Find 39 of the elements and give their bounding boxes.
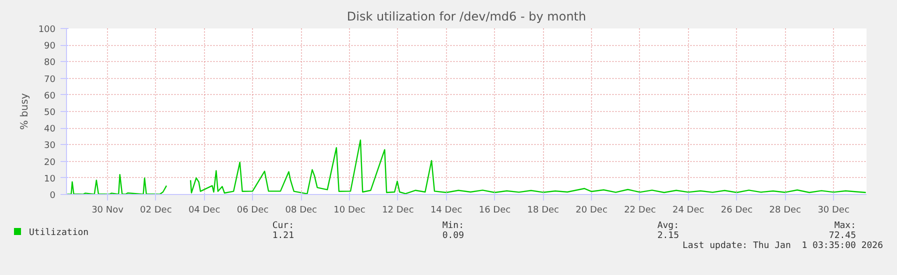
x-tick-label: 14 Dec [430,206,462,216]
text: Min: [442,220,464,231]
x-tick-label: 30 Dec [818,206,850,216]
x-tick-label: 02 Dec [140,206,172,216]
text: Max: [834,220,856,231]
x-tick-label: 20 Dec [576,206,608,216]
y-tick-label: 60 [44,91,56,102]
text: 2.15 [657,230,679,243]
x-tick-label: 04 Dec [188,206,220,216]
x-tick-label: 22 Dec [624,206,656,216]
x-tick-label: 06 Dec [236,206,269,216]
legend-label: Utilization [28,227,89,240]
y-tick-label: 40 [44,124,56,135]
y-tick-label: 10 [44,174,56,184]
y-tick-label: 80 [44,58,56,68]
text: Last update: Thu Jan 1 03:35:00 2026 [682,240,883,253]
chart-title: Disk utilization for /dev/md6 - by month [346,10,586,24]
text: 1.21 [272,230,294,243]
x-tick-label: 24 Dec [672,206,704,216]
x-tick-label: 26 Dec [720,206,753,216]
x-tick-label: 16 Dec [478,206,511,216]
y-tick-label: 90 [44,42,56,52]
x-tick-label: 10 Dec [334,206,366,216]
text: 0.09 [442,230,464,243]
x-tick-label: 30 Nov [92,206,124,216]
x-tick-label: 18 Dec [527,206,560,216]
text: Avg: [657,220,679,231]
x-tick-label: 08 Dec [285,206,318,216]
y-tick-label: 50 [44,108,56,118]
y-tick-label: 70 [44,74,56,85]
text: Cur: [272,220,294,231]
y-tick-label: 20 [44,158,56,168]
y-tick-label: 0 [50,191,56,201]
y-tick-label: 30 [44,141,56,152]
x-tick-label: 12 Dec [382,206,414,216]
text: 72.45 [828,230,856,241]
x-tick-label: 28 Dec [769,206,802,216]
y-axis-title: % busy [19,93,30,130]
y-tick-label: 100 [38,25,56,35]
